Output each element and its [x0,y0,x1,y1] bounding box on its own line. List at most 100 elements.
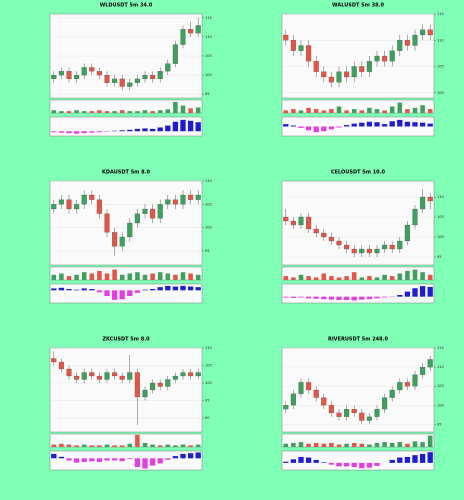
candle-body [283,216,289,222]
candle-body [366,416,372,421]
y-tick-label: 95 [437,422,441,426]
y-tick-label: 95 [205,399,209,403]
plot-area [281,283,435,304]
macd-bar [89,458,95,462]
y-tick-label: 105 [205,202,212,206]
macd-bar [51,288,57,291]
candle-body [51,358,57,363]
volume-bar [420,105,425,113]
candle-body [382,55,388,62]
macd-bar [290,459,297,463]
volume-bar [412,107,418,113]
macd-bar [142,458,148,469]
plot-area [49,99,203,114]
macd-bar [351,296,357,301]
volume-bar [89,445,95,447]
macd-bar [343,296,350,301]
candle-body [321,71,327,78]
volume-bar [283,110,289,113]
candle-body [359,412,365,421]
volume-bar [180,444,186,447]
macd-bar [89,131,95,133]
volume-bar [306,443,311,447]
macd-bar [305,126,312,131]
candle-body [134,213,140,224]
macd-bar [321,462,327,463]
volume-bar [195,274,201,280]
macd-bar [313,459,319,463]
candle-body [313,228,319,234]
macd-bar [389,121,395,127]
chart-title: RIVERUSDT 5m 248.0 [328,337,389,343]
macd-bar [427,452,433,463]
volume-bar [135,434,140,447]
y-tick-label: 110 [205,346,212,350]
candle-body [351,66,357,78]
candle-body [290,220,296,226]
candle-body [150,208,156,219]
volume-bar [66,111,72,113]
plot-area [281,266,435,281]
macd-bar [343,125,350,127]
volume-bar [188,273,193,280]
macd-bar [336,462,342,467]
volume-bar [195,107,201,113]
volume-bar [66,276,72,280]
macd-bar [51,453,57,459]
volume-bar [51,444,57,447]
macd-bar [366,296,373,300]
candle-body [172,44,178,64]
macd-bar [419,286,426,297]
volume-bar [150,111,155,113]
macd-bar [149,128,156,132]
y-tick-label: 100 [205,226,212,230]
volume-bar [321,443,327,447]
volume-bar [291,277,296,280]
macd-bar [427,123,433,127]
candle-body [96,71,102,76]
macd-bar [374,296,380,299]
macd-bar [180,453,186,459]
candle-body [195,372,201,377]
candle-body [172,199,178,205]
candle-body [180,29,186,45]
volume-bar [329,276,334,280]
candle-body [180,194,186,205]
volume-bar [283,443,289,447]
macd-bar [313,126,319,133]
macd-bar [359,296,365,300]
candle-body [427,359,433,368]
macd-bar [96,458,103,462]
volume-bar [157,445,163,447]
candle-body [142,208,148,214]
volume-bar [112,111,117,113]
candle-body [389,244,395,250]
macd-bar [58,456,65,459]
macd-bar [66,458,72,461]
macd-bar [66,289,72,291]
candle-body [283,405,289,410]
macd-bar [298,126,304,128]
candle-body [374,55,380,62]
volume-bar [74,110,79,113]
macd-bar [351,123,357,127]
macd-bar [149,289,156,291]
candle-body [298,382,304,394]
candle-body [321,397,327,406]
candle-body [157,204,163,219]
volume-bar [427,435,433,447]
candle-body [142,74,148,80]
candle-body [172,375,178,380]
candle-body [412,374,418,387]
candle-body [74,375,80,380]
macd-bar [381,124,388,127]
volume-bar [367,107,372,113]
y-tick-label: 105 [437,215,444,219]
y-tick-label: 105 [437,65,444,69]
candle-body [81,194,87,205]
volume-bar [127,273,133,280]
macd-bar [180,119,186,132]
macd-bar [73,458,80,463]
candle-body [165,63,171,72]
candle-body [420,366,426,375]
